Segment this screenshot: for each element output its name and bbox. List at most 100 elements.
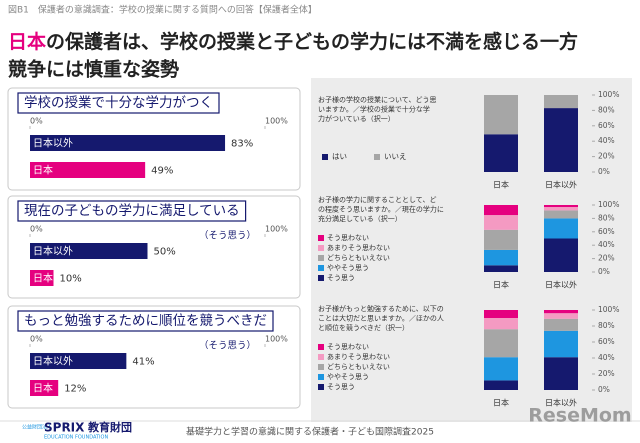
stack-segment: [484, 205, 518, 216]
y-tick-label: 40%: [598, 353, 615, 362]
question-line: と順位を競うべきだ（択一）: [318, 323, 409, 332]
legend-label: はい: [332, 152, 347, 161]
legend-swatch: [318, 384, 324, 390]
legend-swatch: [318, 255, 324, 261]
stack-segment: [544, 108, 578, 172]
x-tick-label: 日本以外: [545, 280, 577, 290]
category-label: 日本: [33, 272, 53, 285]
stack-segment: [544, 330, 578, 358]
stack-segment: [484, 134, 518, 172]
bar: [30, 243, 148, 259]
legend-label: どちらともいえない: [327, 254, 390, 262]
question-line: いますか。／学校の授業で十分な学: [318, 105, 430, 114]
x-tick-label: 0%: [30, 117, 43, 126]
x-tick-label: 日本以外: [545, 180, 577, 190]
question-line: の程度そう思いますか。／現在の学力に: [318, 205, 444, 214]
stack-segment: [544, 238, 578, 272]
y-tick-label: 80%: [598, 213, 615, 222]
org-name: SPRIX: [44, 421, 85, 435]
y-tick-label: 0%: [598, 385, 610, 394]
stack-segment: [484, 229, 518, 250]
stack-segment: [484, 329, 518, 358]
legend-swatch: [318, 374, 324, 380]
category-label: 日本以外: [33, 137, 73, 150]
y-tick-label: 40%: [598, 136, 615, 145]
legend-label: ややそう思う: [327, 264, 369, 272]
question-line: お子様がもっと勉強するために、以下の: [318, 304, 444, 313]
panel-border: [7, 87, 301, 191]
chart-title: 現在の子どもの学力に満足している: [24, 203, 240, 219]
header: 図B1 保護者の意識調査：学校の授業に関する質問への回答【保護者全体】: [8, 4, 317, 16]
panel-border: [7, 195, 301, 299]
x-tick-label: 100%: [265, 225, 288, 234]
stack-segment: [544, 207, 578, 211]
title-highlight: 日本: [8, 30, 46, 53]
y-tick-label: 20%: [598, 369, 615, 378]
category-label: 日本以外: [33, 245, 73, 258]
stack-segment: [544, 318, 578, 331]
y-tick-label: 60%: [598, 227, 615, 236]
panel-border: [7, 305, 301, 409]
stack-segment: [544, 205, 578, 208]
value-label: 49%: [151, 166, 173, 177]
y-tick-label: 100%: [598, 200, 619, 209]
y-tick-label: 0%: [598, 167, 610, 176]
chart-title: 学校の授業で十分な学力がつく: [24, 94, 213, 111]
legend-swatch: [322, 154, 328, 160]
legend-swatch: [318, 354, 324, 360]
question-line: 力がついている（択一）: [318, 114, 395, 123]
title-line-2: 競争には慎重な姿勢: [8, 58, 179, 81]
x-tick-label: 100%: [265, 117, 288, 126]
value-label: 83%: [231, 139, 253, 150]
stack-segment: [484, 318, 518, 330]
bar: [30, 270, 54, 286]
value-label: 41%: [132, 357, 154, 368]
title-rest: の保護者は、学校の授業と子どもの学力には不満を感じる一方: [46, 30, 578, 53]
title-box: [17, 310, 274, 332]
category-label: 日本: [33, 164, 53, 177]
chart-note: （そう思う）: [199, 230, 256, 242]
y-tick-label: 60%: [598, 337, 615, 346]
y-tick-label: 0%: [598, 267, 610, 276]
title-box: [17, 92, 220, 114]
org-name-jp: 教育財団: [87, 420, 132, 434]
title-line-1: 日本の保護者は、学校の授業と子どもの学力には不満を感じる一方: [8, 30, 578, 53]
bar: [30, 135, 226, 151]
y-tick-label: 20%: [598, 152, 615, 161]
legend-swatch: [318, 245, 324, 251]
stack-segment: [484, 249, 518, 266]
value-label: 50%: [154, 247, 176, 258]
stack-segment: [484, 215, 518, 230]
stack-segment: [544, 95, 578, 109]
y-tick-label: 40%: [598, 240, 615, 249]
bar: [30, 162, 146, 178]
x-tick-label: 日本: [493, 180, 509, 190]
question-line: お子様の学校の授業について、どう思: [318, 95, 436, 104]
x-tick-label: 日本以外: [545, 398, 577, 408]
watermark: ReseMom: [528, 405, 631, 427]
y-tick-label: 60%: [598, 121, 615, 130]
legend-label: そう思わない: [327, 234, 369, 242]
legend-label: ややそう思う: [327, 373, 369, 381]
question-line: お子様の学力に関することとして、ど: [318, 195, 436, 204]
legend-label: いいえ: [384, 152, 407, 161]
bar: [30, 380, 59, 396]
stack-segment: [484, 380, 518, 390]
legend-label: そう思う: [327, 274, 355, 282]
category-label: 日本: [33, 382, 53, 395]
y-tick-label: 80%: [598, 321, 615, 330]
legend-swatch: [318, 275, 324, 281]
legend-label: そう思わない: [327, 343, 369, 351]
stack-segment: [544, 357, 578, 390]
chart-note: （そう思う）: [199, 340, 256, 352]
legend-label: そう思う: [327, 383, 355, 391]
y-tick-label: 100%: [598, 90, 619, 99]
legend-swatch: [374, 154, 380, 160]
value-label: 12%: [64, 384, 86, 395]
stack-segment: [544, 210, 578, 219]
legend-swatch: [318, 364, 324, 370]
y-tick-label: 100%: [598, 305, 619, 314]
right-panel: [311, 78, 632, 422]
x-tick-label: 0%: [30, 335, 43, 344]
